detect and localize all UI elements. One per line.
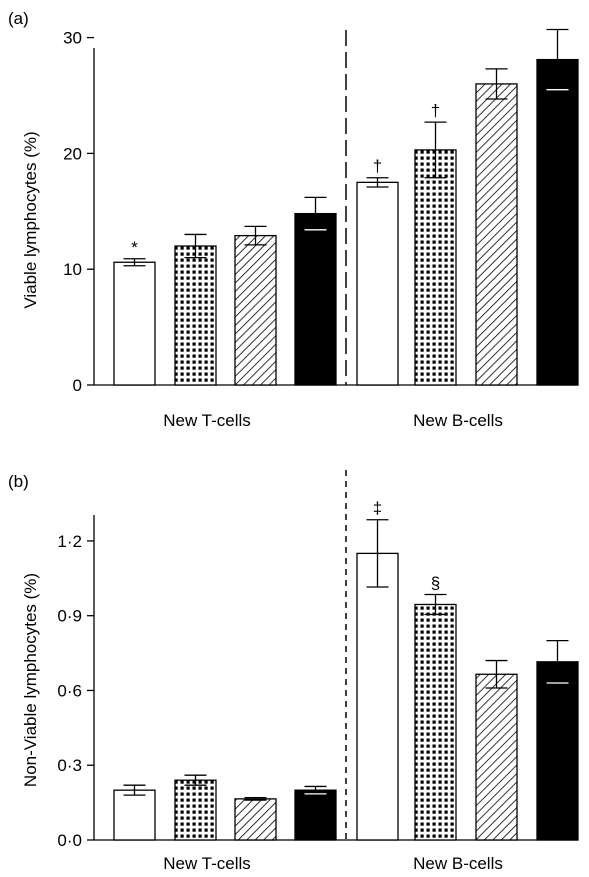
panel-b-group-label-b-cells: New B-cells xyxy=(413,854,503,873)
panel-a-y-tick-label: 0 xyxy=(73,376,82,395)
panel-b-bar-dotted xyxy=(414,603,457,841)
panel-b-bar-white xyxy=(113,789,156,841)
panel-a-bar-hatched xyxy=(475,83,518,386)
panel-b-label: (b) xyxy=(8,472,29,491)
panel-b-group-label-t-cells: New T-cells xyxy=(163,854,251,873)
panel-b-significance-marker: ‡ xyxy=(373,499,382,518)
panel-a-label: (a) xyxy=(8,9,29,28)
panel-a-y-tick-label: 10 xyxy=(63,260,82,279)
panel-a: (a) Viable lymphocytes (%) 0 10 20 30 * † † N… xyxy=(8,9,579,430)
panel-a-y-axis-label: Viable lymphocytes (%) xyxy=(21,131,40,308)
panel-b-y-tick-label: 1·2 xyxy=(57,532,82,551)
panel-a-bar-dotted xyxy=(174,245,217,386)
panel-a-bar-white xyxy=(356,181,399,386)
panel-a-bar-white xyxy=(113,261,156,386)
panel-a-significance-marker: † xyxy=(431,101,440,120)
panel-a-bar-hatched xyxy=(234,234,277,386)
panel-b-bar-dotted xyxy=(174,779,217,841)
panel-b-bar-black xyxy=(294,789,337,841)
panel-a-y-tick-label: 30 xyxy=(63,29,82,48)
panel-b-y-tick-label: 0·3 xyxy=(57,756,82,775)
panel-b-y-axis-label: Non-Viable lymphocytes (%) xyxy=(21,573,40,787)
panel-b-significance-marker: § xyxy=(431,574,440,593)
panel-a-significance-marker: * xyxy=(131,238,138,257)
panel-b: (b) Non-Viable lymphocytes (%) 0·0 0·3 0·6… xyxy=(8,470,579,873)
panel-a-bar-dotted xyxy=(414,149,457,386)
panel-a-group-label-t-cells: New T-cells xyxy=(163,411,251,430)
panel-a-bar-black xyxy=(294,212,337,386)
panel-a-y-tick-label: 20 xyxy=(63,144,82,163)
panel-b-y-tick-label: 0·6 xyxy=(57,681,82,700)
panel-b-y-tick-label: 0·0 xyxy=(57,831,82,850)
panel-b-bar-hatched xyxy=(234,798,277,841)
panel-b-bar-hatched xyxy=(475,673,518,841)
panel-b-bar-black xyxy=(536,661,579,841)
panel-a-bar-black xyxy=(536,58,579,386)
panel-b-y-tick-label: 0·9 xyxy=(57,607,82,626)
panel-a-group-label-b-cells: New B-cells xyxy=(413,411,503,430)
panel-a-significance-marker: † xyxy=(373,157,382,176)
panel-b-bar-white xyxy=(356,552,399,841)
